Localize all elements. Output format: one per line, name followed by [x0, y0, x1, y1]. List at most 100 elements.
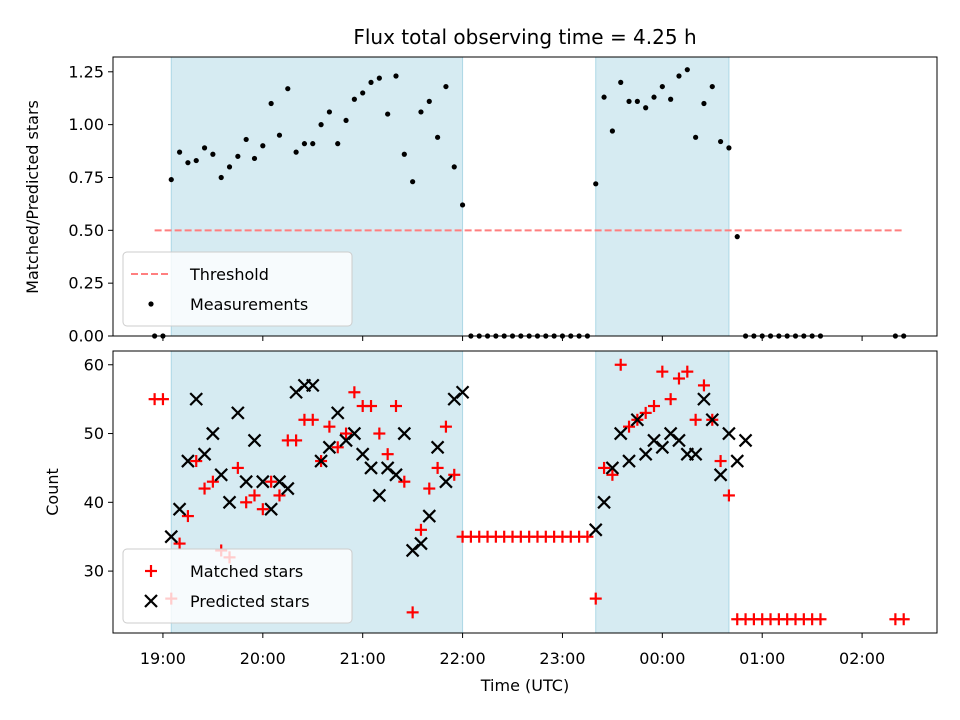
predicted-stars-point — [439, 474, 453, 489]
measurements-point — [393, 73, 399, 79]
measurements-point — [684, 67, 690, 73]
matched-stars-point — [423, 482, 436, 495]
matched-stars-point — [439, 420, 452, 433]
matched-stars-point — [448, 468, 461, 481]
predicted-stars-point — [355, 447, 370, 461]
predicted-stars-point — [189, 392, 204, 406]
y-tick-label: 60 — [84, 355, 104, 374]
matched-stars-point — [198, 482, 211, 495]
y-tick-label: 50 — [84, 424, 104, 443]
matched-stars-point — [256, 503, 269, 516]
legend-threshold-label: Threshold — [189, 265, 269, 284]
measurements-point — [593, 181, 599, 187]
measurements-point — [693, 134, 699, 140]
predicted-stars-point — [164, 529, 179, 544]
measurements-point — [643, 105, 649, 111]
measurements-point — [260, 143, 266, 149]
matched-stars-point — [173, 537, 186, 550]
bottom-y-axis-label: Count — [43, 468, 62, 516]
matched-stars-point — [672, 372, 685, 385]
measurements-point — [335, 141, 341, 147]
matched-stars-point — [248, 489, 261, 502]
predicted-stars-point — [655, 440, 670, 455]
matched-stars-point — [814, 613, 827, 626]
measurements-point — [418, 109, 424, 115]
matched-stars-point — [714, 455, 727, 468]
matched-stars-point — [323, 420, 336, 433]
matched-stars-point — [265, 475, 278, 488]
matched-stars-point — [697, 379, 710, 392]
observing-window-shade — [595, 350, 730, 634]
measurements-point — [734, 234, 740, 240]
chart-title: Flux total observing time = 4.25 h — [353, 25, 696, 49]
measurements-point — [360, 90, 366, 96]
top-panel: 0.00 0.25 0.50 0.75 1.00 1.25 Matched/Predict… — [23, 56, 938, 346]
legend-measurements-swatch — [148, 301, 154, 307]
measurements-point — [651, 94, 657, 100]
measurements-point — [717, 138, 724, 145]
top-legend: Threshold Measurements — [122, 251, 353, 327]
x-axis-label: Time (UTC) — [480, 676, 569, 695]
predicted-stars-point — [256, 474, 270, 489]
predicted-stars-point — [314, 454, 328, 468]
matched-stars-point — [231, 461, 244, 474]
matched-stars-point — [365, 400, 378, 413]
legend-box — [122, 548, 353, 624]
y-tick-label: 1.25 — [68, 62, 104, 81]
measurements-point — [185, 160, 191, 166]
measurements-point — [443, 83, 449, 90]
predicted-stars-point — [597, 495, 611, 510]
x-tick-label: 21:00 — [340, 649, 386, 668]
measurements-point — [435, 134, 441, 140]
legend-predicted-stars-label: Predicted stars — [190, 592, 310, 611]
legend-predicted-stars-swatch — [144, 594, 158, 608]
matched-stars-point — [722, 489, 735, 502]
predicted-stars-point — [422, 509, 437, 523]
predicted-stars-point — [713, 468, 728, 482]
measurements-point — [601, 94, 607, 100]
measurements-point — [451, 164, 457, 170]
measurements-point — [368, 79, 374, 85]
predicted-stars-point — [613, 426, 628, 441]
predicted-stars-point — [214, 468, 228, 482]
predicted-stars-point — [347, 426, 362, 441]
predicted-stars-point — [638, 447, 653, 461]
predicted-stars-point — [389, 468, 403, 482]
x-tick-label: 00:00 — [639, 649, 685, 668]
matched-stars-point — [389, 400, 402, 413]
matched-stars-point — [656, 365, 669, 378]
measurements-point — [276, 132, 283, 138]
legend-matched-stars-swatch — [145, 565, 157, 577]
measurements-point — [426, 98, 432, 104]
predicted-stars-point — [630, 413, 645, 427]
matched-stars-point — [306, 413, 319, 426]
measurements-point — [668, 96, 674, 102]
predicted-stars-point — [322, 440, 337, 455]
predicted-stars-point — [622, 454, 636, 468]
predicted-stars-point — [305, 378, 320, 393]
matched-stars-point — [589, 592, 602, 605]
matched-stars-point — [681, 365, 694, 378]
measurements-point — [293, 149, 299, 155]
bottom-legend: Matched stars Predicted stars — [122, 548, 353, 624]
matched-stars-point — [639, 406, 652, 419]
measurements-point — [285, 86, 291, 92]
predicted-stars-point — [672, 433, 686, 448]
measurements-point — [235, 153, 241, 159]
predicted-stars-point — [247, 433, 262, 448]
measurements-point — [301, 141, 308, 147]
measurements-point — [210, 151, 216, 157]
predicted-stars-point — [231, 406, 245, 420]
matched-stars-point — [373, 427, 386, 440]
measurements-point — [326, 109, 333, 115]
measurements-point — [410, 179, 416, 185]
predicted-stars-point — [206, 426, 220, 441]
matched-stars-point — [181, 510, 194, 523]
predicted-stars-point — [281, 481, 295, 496]
predicted-stars-point — [181, 454, 195, 468]
matched-stars-point — [606, 468, 619, 481]
predicted-stars-point — [705, 413, 720, 427]
matched-stars-point — [340, 427, 353, 440]
predicted-stars-point — [588, 523, 603, 537]
measurements-point — [226, 164, 233, 170]
